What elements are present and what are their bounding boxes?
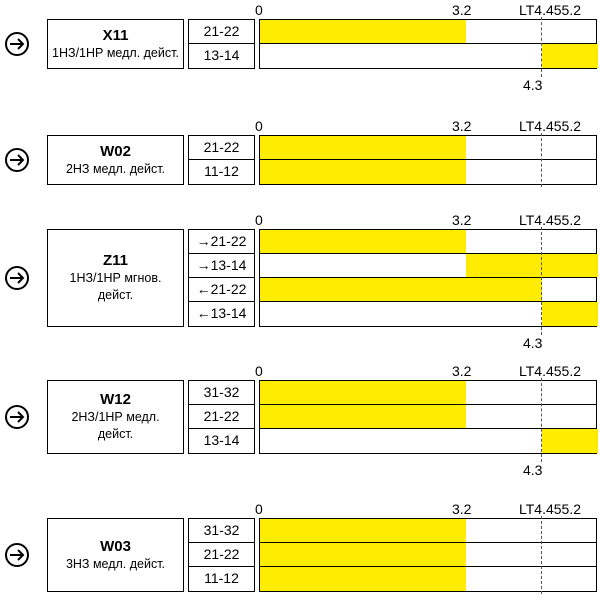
contact-bar-row bbox=[260, 160, 596, 184]
contact-active-bar bbox=[542, 44, 598, 68]
contact-block-desc-line: дейст. bbox=[97, 288, 134, 302]
contact-block-description: X11 1НЗ/1НР медл. дейст. bbox=[47, 19, 184, 69]
scale-mid-label: 3.2 bbox=[452, 118, 472, 134]
contact-block-code: W12 bbox=[100, 391, 131, 408]
contact-bar-row bbox=[260, 278, 596, 302]
contact-block-description: W02 2НЗ медл. дейст. bbox=[47, 135, 184, 185]
reference-marker-label: 4.3 bbox=[523, 462, 543, 478]
contact-block-description: Z11 1НЗ/1НР мгнов. дейст. bbox=[47, 229, 184, 327]
contact-active-bar bbox=[260, 519, 466, 542]
contact-active-bar bbox=[542, 429, 598, 453]
contact-bar-row bbox=[260, 405, 596, 429]
contact-label: 21-22 bbox=[189, 405, 254, 429]
scale-mid-label: 3.2 bbox=[452, 212, 472, 228]
reference-dashed-line bbox=[541, 17, 542, 77]
contact-block-code: W03 bbox=[100, 537, 131, 555]
scale-ref-label: LT4.455.2 bbox=[519, 501, 582, 517]
contact-label: 11-12 bbox=[204, 570, 239, 586]
contact-label: 13-14 bbox=[203, 432, 240, 448]
reference-marker-label: 4.3 bbox=[523, 335, 543, 351]
circled-arrow-icon bbox=[4, 542, 30, 568]
contact-block-description: W12 2НЗ/1НР медл. дейст. bbox=[47, 380, 184, 454]
contact-label: →13-14 bbox=[189, 254, 254, 278]
scale-ref-label: LT4.455.2 bbox=[519, 118, 582, 134]
contact-bar-row bbox=[260, 136, 596, 160]
contact-label: ←21-22 bbox=[189, 278, 254, 302]
contact-block-code: X11 bbox=[102, 26, 129, 44]
scale-zero-label: 0 bbox=[255, 118, 263, 134]
contact-bars bbox=[259, 518, 597, 592]
contact-bars bbox=[259, 19, 598, 69]
scale-zero-label: 0 bbox=[255, 501, 263, 517]
contact-bars bbox=[259, 135, 597, 185]
contact-active-bar bbox=[260, 567, 466, 591]
contact-labels: 31-32 21-22 13-14 bbox=[188, 380, 255, 454]
contact-block-code: Z11 bbox=[102, 252, 129, 269]
contact-bar-row bbox=[260, 254, 598, 278]
circled-arrow-icon bbox=[4, 404, 30, 430]
contact-label: →21-22 bbox=[189, 230, 254, 254]
contact-block-desc-line: 3НЗ медл. дейст. bbox=[65, 556, 166, 571]
circled-arrow-icon bbox=[4, 147, 30, 173]
contact-active-bar bbox=[542, 302, 598, 326]
contact-bar-row bbox=[260, 429, 598, 453]
circled-arrow-icon bbox=[4, 265, 30, 291]
contact-label: 13-14 bbox=[203, 47, 240, 63]
contact-active-bar bbox=[260, 278, 542, 301]
scale-mid-label: 3.2 bbox=[452, 501, 472, 517]
scale-zero-label: 0 bbox=[255, 363, 263, 379]
contact-bar-row bbox=[260, 230, 596, 254]
contact-bar-row bbox=[260, 20, 596, 44]
scale-mid-label: 3.2 bbox=[452, 363, 472, 379]
contact-active-bar bbox=[260, 381, 466, 404]
contact-block-code: W02 bbox=[100, 142, 131, 160]
scale-zero-label: 0 bbox=[255, 212, 263, 228]
contact-labels: 21-22 11-12 bbox=[188, 135, 255, 185]
reference-dashed-line bbox=[541, 133, 542, 187]
contact-active-bar bbox=[260, 136, 466, 159]
contact-label: 21-22 bbox=[189, 543, 254, 567]
contact-label: 11-12 bbox=[204, 163, 239, 179]
scale-ref-label: LT4.455.2 bbox=[519, 2, 582, 18]
reference-dashed-line bbox=[541, 378, 542, 462]
contact-labels: →21-22 →13-14 ←21-22 ←13-14 bbox=[188, 229, 255, 327]
contact-bar-row bbox=[260, 302, 598, 326]
scale-zero-label: 0 bbox=[255, 2, 263, 18]
contact-block-desc-line: 2НЗ/1НР медл. bbox=[71, 410, 160, 424]
contact-active-bar bbox=[260, 405, 466, 428]
circled-arrow-icon bbox=[4, 31, 30, 57]
contact-block-desc-line: дейст. bbox=[97, 427, 134, 441]
scale-ref-label: LT4.455.2 bbox=[519, 363, 582, 379]
contact-block-desc-line: 1НЗ/1НР мгнов. bbox=[69, 271, 162, 285]
contact-active-bar bbox=[260, 160, 466, 184]
scale-mid-label: 3.2 bbox=[452, 2, 472, 18]
contact-label: 21-22 bbox=[189, 20, 254, 44]
contact-block-desc-line: 2НЗ медл. дейст. bbox=[65, 161, 166, 176]
contact-bars bbox=[259, 229, 598, 327]
reference-marker-label: 4.3 bbox=[523, 77, 543, 93]
contact-active-bar bbox=[260, 543, 466, 566]
contact-bar-row bbox=[260, 381, 596, 405]
scale-ref-label: LT4.455.2 bbox=[519, 212, 582, 228]
contact-active-bar bbox=[260, 20, 466, 43]
contact-labels: 21-22 13-14 bbox=[188, 19, 255, 69]
contact-active-bar bbox=[260, 230, 466, 253]
contact-labels: 31-32 21-22 11-12 bbox=[188, 518, 255, 592]
contact-active-bar bbox=[466, 254, 598, 277]
contact-bar-row bbox=[260, 44, 598, 68]
contact-block-desc-line: 1НЗ/1НР медл. дейст. bbox=[52, 45, 179, 60]
contact-label: ←13-14 bbox=[196, 305, 247, 321]
contact-bar-row bbox=[260, 519, 596, 543]
contact-label: 31-32 bbox=[189, 519, 254, 543]
contact-block-description: W03 3НЗ медл. дейст. bbox=[47, 518, 184, 592]
reference-dashed-line bbox=[541, 516, 542, 594]
contact-bar-row bbox=[260, 567, 596, 591]
contact-label: 31-32 bbox=[189, 381, 254, 405]
reference-dashed-line bbox=[541, 227, 542, 335]
contact-label: 21-22 bbox=[189, 136, 254, 160]
contact-bar-row bbox=[260, 543, 596, 567]
contact-bars bbox=[259, 380, 598, 454]
